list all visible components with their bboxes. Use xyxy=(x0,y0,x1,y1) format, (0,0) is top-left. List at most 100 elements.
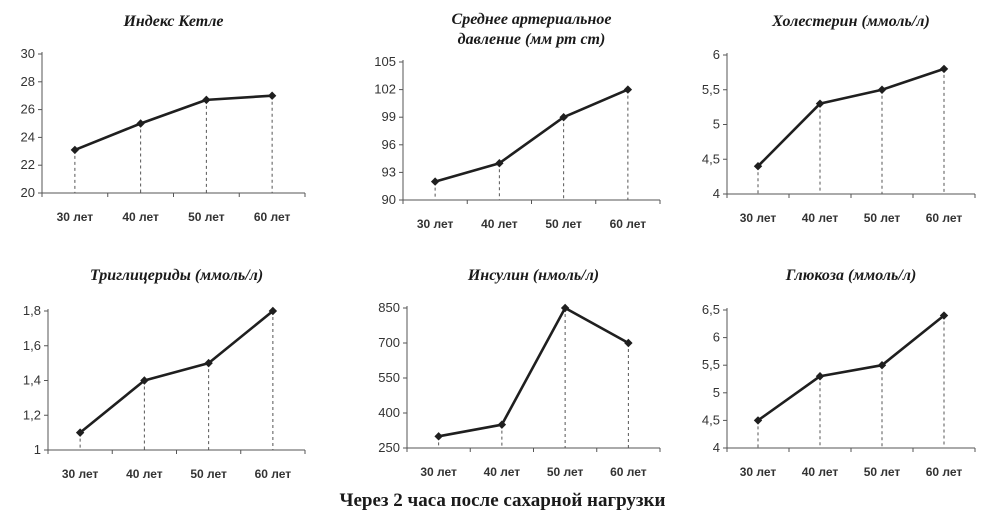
series-line xyxy=(757,67,945,168)
y-tick-label: 1,8 xyxy=(23,303,41,318)
chart-panel-3: Холестерин (ммоль/л) 4 4,5 5 5,5 6 30 лет 40 ле… xyxy=(665,0,1005,240)
data-point xyxy=(624,338,633,348)
y-tick-label: 4 xyxy=(713,440,720,455)
data-point xyxy=(434,432,443,441)
y-tick-label: 99 xyxy=(382,109,396,124)
x-tick-label: 30 лет xyxy=(62,467,99,481)
x-tick-label: 40 лет xyxy=(802,465,839,479)
x-tick-label: 40 лет xyxy=(484,465,521,479)
x-tick-label: 50 лет xyxy=(190,467,227,481)
y-tick-label: 102 xyxy=(374,82,396,97)
data-point xyxy=(140,376,149,385)
x-tick-label: 30 лет xyxy=(57,210,94,224)
x-tick-label: 60 лет xyxy=(926,211,963,225)
chart-panel-2: Среднее артериальное давление (мм рт ст) 9… xyxy=(330,0,665,240)
x-tick-label: 40 лет xyxy=(126,467,163,481)
y-tick-label: 250 xyxy=(378,440,400,455)
x-tick-label: 60 лет xyxy=(610,217,647,231)
data-point xyxy=(497,420,507,429)
figure-caption: Через 2 часа после сахарной нагрузки xyxy=(339,490,666,511)
chart-panel-1: Индекс Кетле 20 22 24 26 28 30 30 лет 40 лет 50 л… xyxy=(0,0,330,240)
x-tick-label: 30 лет xyxy=(740,211,777,225)
chart-panel-5: Инсулин (нмоль/л) 250 400 550 700 850 30 лет 40… xyxy=(330,258,665,488)
x-tick-label: 60 лет xyxy=(255,467,292,481)
series-line xyxy=(438,306,630,438)
y-tick-label: 850 xyxy=(378,300,400,315)
data-point xyxy=(877,85,887,94)
data-point xyxy=(495,159,504,168)
y-tick-label: 28 xyxy=(21,74,35,89)
chart-title: Индекс Кетле xyxy=(122,13,223,30)
y-tick-label: 5,5 xyxy=(702,82,720,97)
data-point xyxy=(753,162,763,171)
y-tick-label: 1,4 xyxy=(23,373,41,388)
data-point xyxy=(268,306,278,316)
chart-title: Инсулин (нмоль/л) xyxy=(467,267,599,284)
chart-title: Триглицериды (ммоль/л) xyxy=(90,267,263,284)
x-tick-label: 30 лет xyxy=(420,465,457,479)
data-point xyxy=(560,303,570,313)
x-tick-label: 50 лет xyxy=(188,210,225,224)
x-tick-label: 50 лет xyxy=(864,211,901,225)
data-point xyxy=(430,177,440,186)
y-tick-label: 1,2 xyxy=(23,407,41,422)
x-tick-label: 60 лет xyxy=(926,465,963,479)
chart-svg: Холестерин (ммоль/л) 4 4,5 5 5,5 6 30 лет 40 ле… xyxy=(702,13,976,225)
x-tick-label: 40 лет xyxy=(122,210,159,224)
data-point xyxy=(939,311,949,320)
y-tick-label: 96 xyxy=(382,137,396,152)
y-tick-label: 4 xyxy=(713,186,720,201)
data-point xyxy=(202,95,211,105)
y-tick-label: 5 xyxy=(713,117,720,132)
x-tick-label: 50 лет xyxy=(864,465,901,479)
x-tick-label: 40 лет xyxy=(802,211,839,225)
x-tick-label: 50 лет xyxy=(547,465,584,479)
chart-panel-6: Глюкоза (ммоль/л) 4 4,5 5 5,5 6 6,5 30 лет 40 ле… xyxy=(665,258,1005,488)
x-tick-label: 30 лет xyxy=(740,465,777,479)
y-tick-label: 30 xyxy=(21,46,35,61)
y-tick-label: 6 xyxy=(713,47,720,62)
chart-title: Среднее артериальное давление (мм рт ст) xyxy=(452,11,612,48)
chart-panel-4: Триглицериды (ммоль/л) 1 1,2 1,4 1,6 1,8 30 ле… xyxy=(0,258,330,488)
y-tick-label: 6,5 xyxy=(702,302,720,317)
chart-svg: Триглицериды (ммоль/л) 1 1,2 1,4 1,6 1,8 30 ле… xyxy=(23,267,306,481)
data-point xyxy=(753,416,763,425)
series-line xyxy=(74,94,273,152)
y-tick-label: 1,6 xyxy=(23,338,41,353)
data-point xyxy=(559,113,568,122)
chart-svg: Среднее артериальное давление (мм рт ст) 9… xyxy=(374,11,661,231)
x-tick-label: 50 лет xyxy=(545,217,582,231)
chart-title: Холестерин (ммоль/л) xyxy=(771,13,930,30)
y-tick-label: 93 xyxy=(382,164,396,179)
chart-svg: Инсулин (нмоль/л) 250 400 550 700 850 30 лет 40… xyxy=(378,267,661,479)
data-point xyxy=(939,64,949,74)
data-point xyxy=(815,99,825,108)
data-point xyxy=(204,358,213,368)
y-tick-label: 24 xyxy=(21,129,35,144)
series-line xyxy=(434,88,629,183)
y-tick-label: 90 xyxy=(382,192,396,207)
data-point xyxy=(75,428,85,437)
y-tick-label: 22 xyxy=(21,157,35,172)
y-tick-label: 400 xyxy=(378,405,400,420)
y-tick-label: 5 xyxy=(713,385,720,400)
data-point xyxy=(877,361,887,370)
chart-svg: Глюкоза (ммоль/л) 4 4,5 5 5,5 6 6,5 30 лет 40 ле… xyxy=(702,267,976,479)
chart-title: Глюкоза (ммоль/л) xyxy=(785,267,917,284)
y-tick-label: 1 xyxy=(34,442,41,457)
data-point xyxy=(815,372,825,381)
series-line xyxy=(79,309,274,434)
x-tick-label: 60 лет xyxy=(610,465,647,479)
y-tick-label: 4,5 xyxy=(702,151,720,166)
y-tick-label: 5,5 xyxy=(702,357,720,372)
y-tick-label: 26 xyxy=(21,102,35,117)
y-tick-label: 105 xyxy=(374,54,396,69)
y-tick-label: 550 xyxy=(378,370,400,385)
x-tick-label: 60 лет xyxy=(254,210,291,224)
data-point xyxy=(136,119,145,128)
y-tick-label: 4,5 xyxy=(702,412,720,427)
x-tick-label: 40 лет xyxy=(481,217,518,231)
y-tick-label: 20 xyxy=(21,185,35,200)
series-line xyxy=(757,314,945,422)
x-tick-label: 30 лет xyxy=(417,217,454,231)
